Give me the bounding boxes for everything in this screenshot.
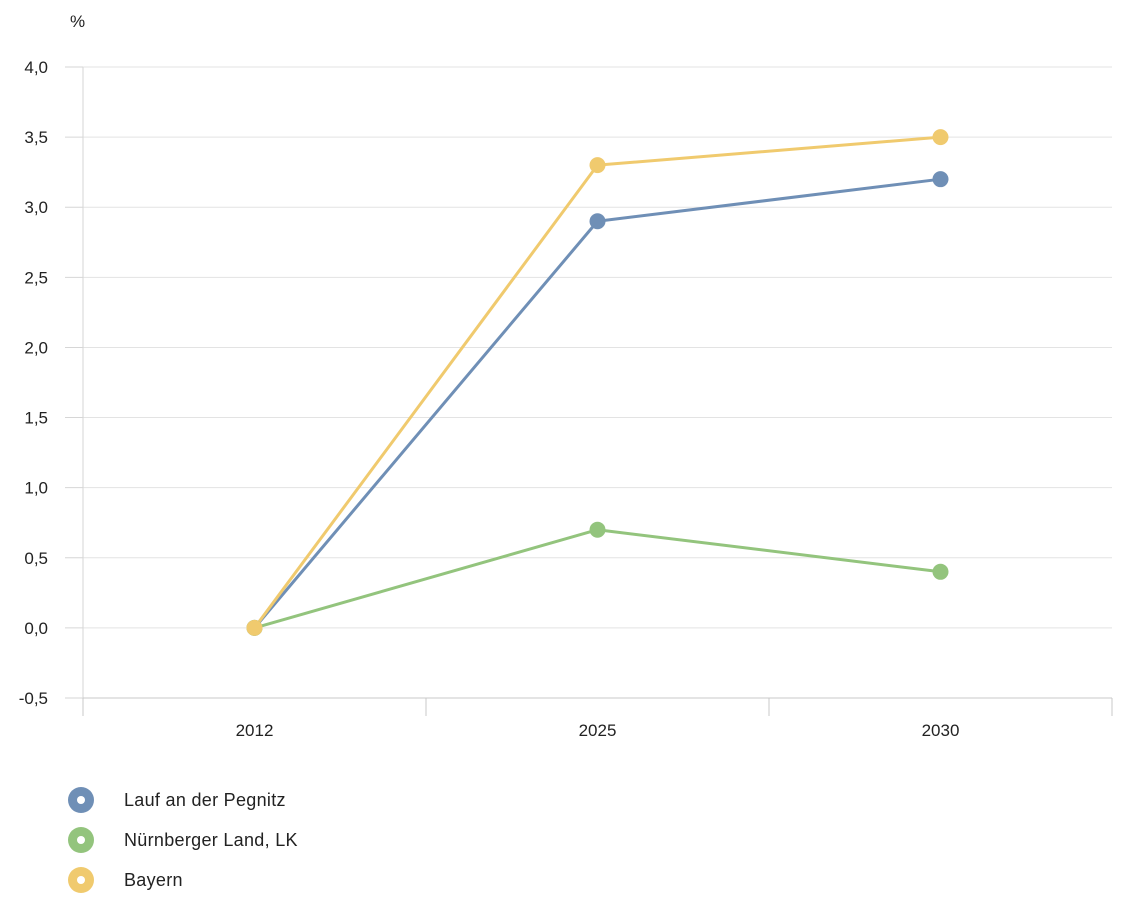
y-tick-label: 1,5 — [24, 409, 48, 428]
x-tick-label: 2012 — [236, 721, 274, 740]
y-tick-label: -0,5 — [19, 689, 48, 708]
y-tick-label: 2,5 — [24, 268, 48, 287]
y-tick-label: 1,0 — [24, 479, 48, 498]
data-points — [246, 129, 949, 636]
legend-marker-icon — [68, 827, 94, 853]
data-point — [589, 157, 606, 174]
x-tick-label: 2025 — [579, 721, 617, 740]
y-tick-label: 3,0 — [24, 198, 48, 217]
data-point — [932, 129, 949, 146]
axes — [65, 66, 1113, 716]
series-line-1 — [253, 528, 942, 630]
legend-marker-icon — [68, 787, 94, 813]
data-point — [246, 619, 263, 636]
gridlines — [83, 66, 1112, 629]
y-tick-labels: 4,0 3,5 3,0 2,5 2,0 1,5 1,0 0,5 0,0 -0,5 — [19, 58, 48, 708]
data-point — [589, 521, 606, 538]
y-axis-unit-label: % — [70, 12, 85, 31]
y-tick-label: 0,0 — [24, 619, 48, 638]
legend-item-bayern[interactable]: Bayern — [68, 860, 298, 900]
y-tick-label: 0,5 — [24, 549, 48, 568]
y-tick-label: 3,5 — [24, 128, 48, 147]
series-line-2 — [253, 135, 942, 630]
legend-label: Bayern — [124, 869, 183, 890]
y-tick-label: 4,0 — [24, 58, 48, 77]
data-point — [932, 171, 949, 188]
legend-item-nuernberger-land[interactable]: Nürnberger Land, LK — [68, 820, 298, 860]
legend-label: Lauf an der Pegnitz — [124, 789, 286, 810]
series-lines — [253, 135, 942, 630]
data-point — [589, 213, 606, 230]
x-tick-label: 2030 — [922, 721, 960, 740]
legend-label: Nürnberger Land, LK — [124, 829, 298, 850]
y-tick-label: 2,0 — [24, 338, 48, 357]
legend-marker-icon — [68, 867, 94, 893]
x-tick-labels: 2012 2025 2030 — [236, 721, 960, 740]
legend: Lauf an der Pegnitz Nürnberger Land, LK … — [68, 780, 298, 900]
legend-item-lauf[interactable]: Lauf an der Pegnitz — [68, 780, 298, 820]
data-point — [932, 563, 949, 580]
